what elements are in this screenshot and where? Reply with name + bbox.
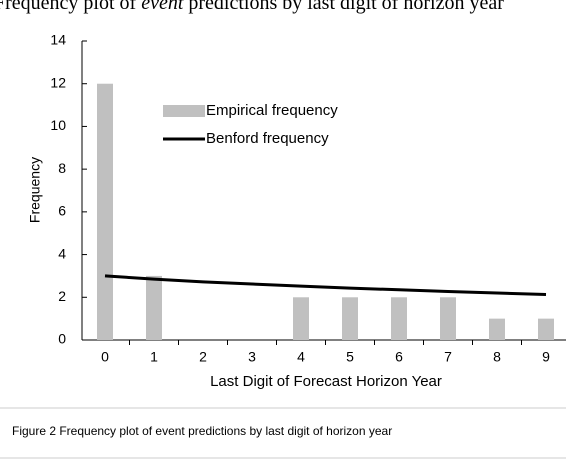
y-tick-label: 10 [50,117,66,133]
x-tick-label: 5 [346,349,354,365]
x-tick-label: 9 [542,349,550,365]
bar [489,318,505,340]
bar [146,275,162,340]
x-tick-label: 6 [395,349,403,365]
x-tick-label: 8 [493,349,501,365]
header-part: predictions by last digit of horizon yea… [183,0,504,14]
x-tick-label: 7 [444,349,452,365]
header-part: Frequency plot of [0,0,141,14]
line [104,274,547,297]
y-tick-label: 12 [50,74,66,90]
header-text: Frequency plot of event predictions by l… [0,0,504,14]
legend-label: Benford frequency [206,130,329,147]
x-tick-label: 1 [150,349,158,365]
x-axis-label: Last Digit of Forecast Horizon Year [210,373,442,390]
x-tick-label: 2 [199,349,207,365]
y-tick-label: 14 [50,32,66,48]
bar [440,297,456,340]
legend-swatch [163,105,205,117]
x-tick-label: 4 [297,349,305,365]
header-part: event [141,0,184,14]
bar [293,297,309,340]
y-tick-label: 4 [58,245,66,261]
y-tick-label: 2 [58,288,66,304]
caption: Figure 2 Frequency plot of event predict… [12,424,392,438]
y-tick-label: 6 [58,203,66,219]
bar [391,297,407,340]
legend-label: Empirical frequency [206,102,338,119]
y-tick-label: 8 [58,160,66,176]
bar [538,318,554,340]
x-tick-label: 0 [101,349,109,365]
x-tick-label: 3 [248,349,256,365]
bar [97,83,113,340]
bar [342,297,358,340]
y-axis-label: Frequency [27,157,43,223]
y-tick-label: 0 [58,331,66,347]
